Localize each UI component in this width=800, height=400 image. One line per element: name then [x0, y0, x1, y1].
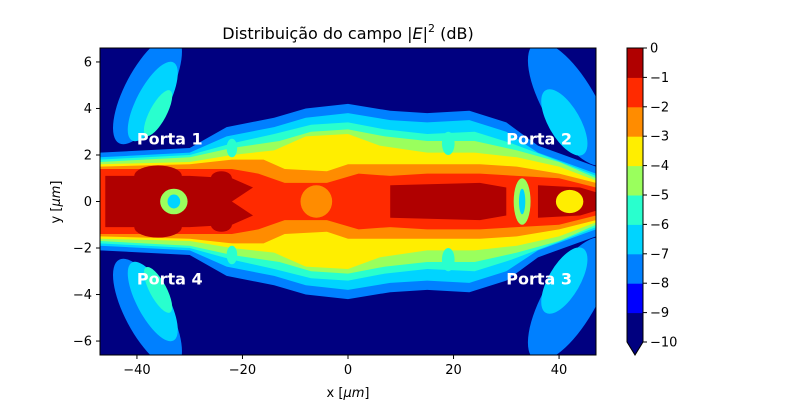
- field-contour: [541, 89, 588, 156]
- plot-area: [99, 47, 597, 356]
- colorbar-tick-label: −4: [650, 159, 669, 174]
- port-label: Porta 3: [506, 269, 572, 288]
- colorbar-tick-label: −7: [650, 247, 669, 262]
- field-contour: [127, 261, 178, 342]
- port-label: Porta 2: [506, 130, 572, 149]
- x-tick-label: 0: [344, 363, 352, 378]
- colorbar-tick-label: −6: [650, 218, 669, 233]
- x-tick-label: −20: [229, 363, 256, 378]
- field-contour: [134, 216, 182, 238]
- y-axis-ticks: −6 −4 −2 0 2 4 6: [73, 55, 100, 350]
- y-axis-label: y [μm]: [49, 181, 64, 224]
- colorbar-band: [627, 77, 643, 108]
- colorbar: −10−9−8−7−6−5−4−3−2−10: [626, 42, 677, 356]
- colorbar-frame: [626, 47, 644, 356]
- colorbar-extend-arrow: [627, 342, 643, 355]
- colorbar-tick-label: −5: [650, 189, 669, 204]
- y-tick-label: 6: [84, 55, 92, 70]
- field-contour: [300, 185, 333, 218]
- field-contours: [100, 48, 596, 355]
- colorbar-tick-label: −8: [650, 277, 669, 292]
- colorbar-band: [627, 48, 643, 78]
- field-contour: [226, 245, 238, 265]
- field-contour: [518, 188, 526, 215]
- colorbar-band: [627, 283, 643, 314]
- field-contour: [555, 189, 584, 214]
- field-contour: [441, 248, 455, 272]
- field-contour: [134, 165, 182, 187]
- colorbar-tick-label: 0: [650, 42, 658, 57]
- field-contour: [226, 138, 238, 158]
- port-label: Porta 4: [137, 269, 203, 288]
- colorbar-band: [627, 224, 643, 255]
- port-annotations: Porta 1 Porta 2 Porta 3 Porta 4: [137, 130, 572, 289]
- y-tick-label: −6: [73, 335, 92, 350]
- colorbar-band: [627, 136, 643, 167]
- x-axis-ticks: −40 −20 0 20 40: [123, 355, 567, 378]
- colorbar-band: [627, 253, 643, 284]
- field-contour: [127, 61, 178, 142]
- y-tick-label: 0: [84, 195, 92, 210]
- port-label: Porta 1: [137, 130, 203, 149]
- x-tick-label: 20: [445, 363, 462, 378]
- colorbar-tick-label: −9: [650, 306, 669, 321]
- field-contour: [468, 191, 492, 212]
- field-contour: [143, 90, 173, 137]
- field-contour: [210, 217, 232, 232]
- colorbar-tick-label: −10: [650, 336, 677, 351]
- colorbar-band: [627, 312, 643, 343]
- colorbar-tick-label: −3: [650, 130, 669, 145]
- y-tick-label: −2: [73, 242, 92, 257]
- colorbar-band: [627, 195, 643, 225]
- colorbar-band: [627, 106, 643, 137]
- chart-title: Distribuição do campo |E|2 (dB): [222, 22, 473, 43]
- field-contour: [143, 266, 173, 313]
- field-contour: [167, 194, 181, 209]
- field-contour: [210, 171, 232, 186]
- colorbar-tick-label: −1: [650, 71, 669, 86]
- y-tick-label: 4: [84, 102, 92, 117]
- x-axis-label: x [μm]: [327, 386, 370, 400]
- colorbar-tick-label: −2: [650, 100, 669, 115]
- y-tick-label: 2: [84, 148, 92, 163]
- field-contour: [441, 131, 455, 155]
- x-tick-label: −40: [123, 363, 150, 378]
- field-contour: [541, 247, 588, 314]
- x-tick-label: 40: [551, 363, 568, 378]
- colorbar-band: [627, 165, 643, 196]
- y-tick-label: −4: [73, 288, 92, 303]
